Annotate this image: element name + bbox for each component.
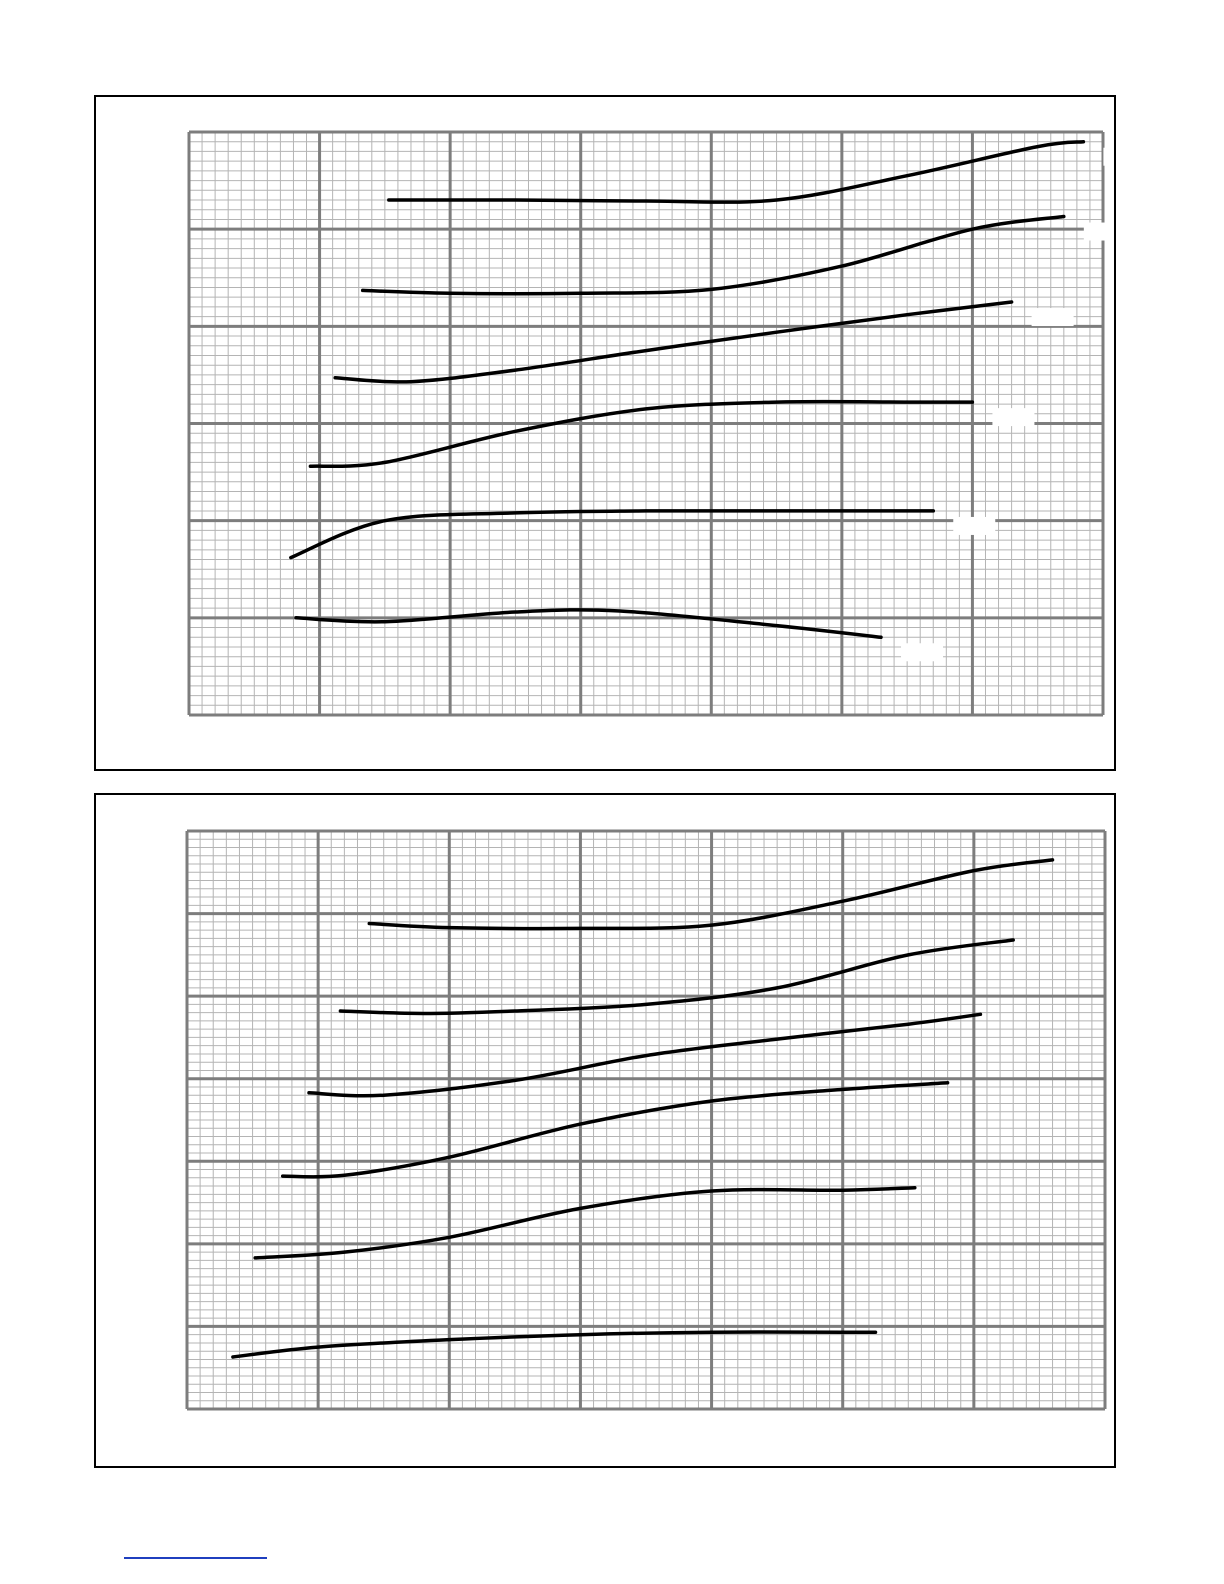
series-line-6 xyxy=(231,1330,878,1359)
grid xyxy=(187,130,1105,717)
series-label-box-6 xyxy=(901,643,944,662)
series-line-4 xyxy=(308,399,975,469)
series-label-box-3 xyxy=(1031,308,1074,327)
series-line-5 xyxy=(253,1185,917,1260)
series-line-6 xyxy=(294,608,883,640)
chart-top xyxy=(187,130,1114,717)
series-line-2 xyxy=(338,938,1015,1016)
series-line-5 xyxy=(289,509,936,560)
series-line-3 xyxy=(307,1012,983,1098)
series-line-4 xyxy=(280,1081,950,1179)
series-label-box-4 xyxy=(992,408,1035,427)
grid xyxy=(185,829,1107,1411)
series-label-box-1 xyxy=(1103,147,1114,166)
series-line-3 xyxy=(333,300,1014,384)
footer-rule xyxy=(124,1557,267,1559)
series-line-2 xyxy=(360,214,1066,296)
series-line-1 xyxy=(367,858,1055,931)
chart-panel-bottom xyxy=(94,793,1116,1468)
series-label-box-2 xyxy=(1083,222,1114,241)
series-label-box-5 xyxy=(953,516,996,535)
chart-bottom xyxy=(185,829,1107,1411)
series-line-1 xyxy=(387,139,1086,204)
chart-panel-top xyxy=(94,95,1116,771)
